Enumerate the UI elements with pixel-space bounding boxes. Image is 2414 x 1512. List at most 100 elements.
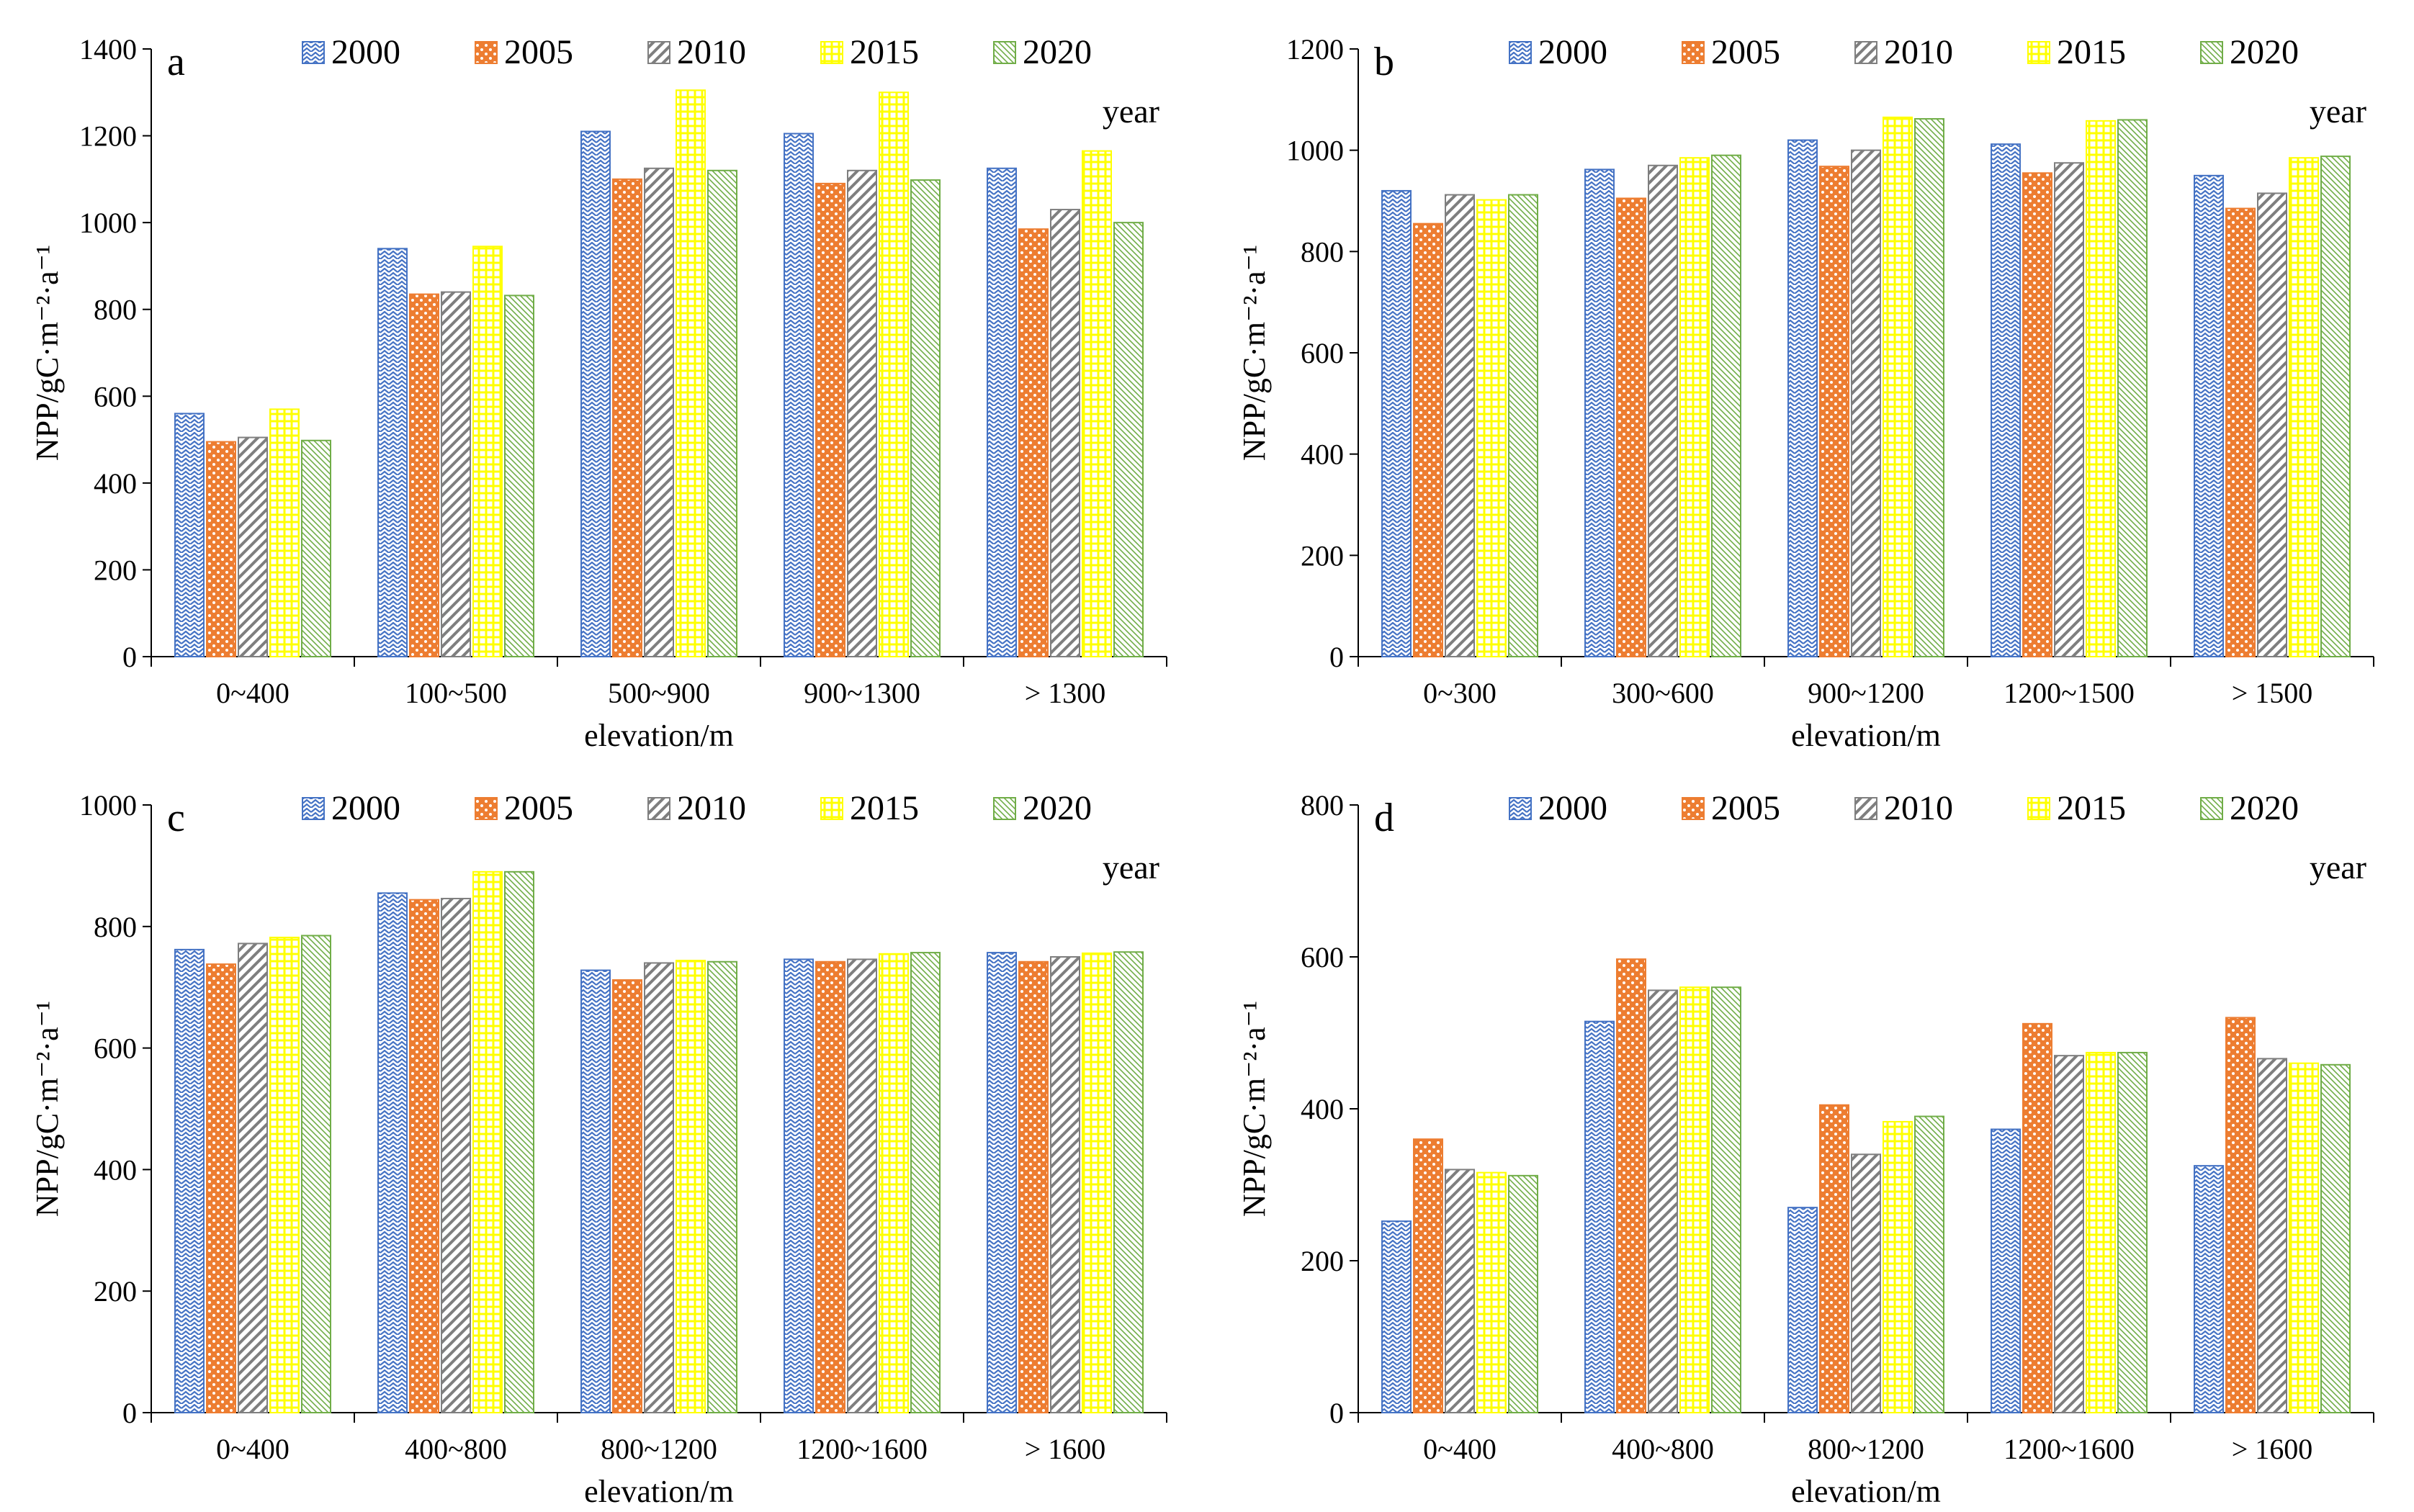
y-tick-label: 600 [94, 1032, 137, 1065]
bar-2015-2 [472, 870, 503, 1413]
y-tick-label: 1000 [1286, 135, 1344, 167]
bar-2015-3 [676, 89, 706, 658]
x-axis-label: elevation/m [1791, 1474, 1941, 1509]
bar-2010-5 [2257, 1058, 2287, 1413]
y-tick-label: 800 [1301, 789, 1344, 822]
bar-2000-3 [1787, 139, 1818, 658]
bar-2015-5 [1082, 952, 1112, 1414]
bar-2020-4 [910, 952, 941, 1414]
x-tick-label: 1200~1600 [2004, 1433, 2135, 1465]
legend-swatch-2005 [475, 41, 498, 64]
bar-2010-3 [1851, 149, 1881, 657]
bar-2010-3 [644, 167, 674, 658]
bar-2005-4 [815, 182, 845, 657]
x-tick-label: 800~1200 [601, 1433, 717, 1465]
x-tick-label: 0~400 [216, 677, 290, 709]
y-tick-label: 200 [94, 1275, 137, 1308]
legend-swatch-2020 [993, 41, 1016, 64]
bar-2020-3 [1914, 118, 1944, 657]
legend-label-2000: 2000 [1538, 33, 1607, 71]
bar-2010-4 [2054, 1055, 2084, 1413]
bar-2020-2 [1711, 154, 1741, 657]
y-tick-label: 200 [94, 554, 137, 586]
y-axis-label: NPP/gC·m⁻²·a⁻¹ [30, 1001, 65, 1217]
x-tick-label: 0~400 [1423, 1433, 1497, 1465]
bar-2010-2 [441, 897, 471, 1413]
legend-label-2015: 2015 [850, 33, 919, 71]
y-axis-label: NPP/gC·m⁻²·a⁻¹ [1237, 1001, 1272, 1217]
chart-svg-d: 0 200 400 600 800 NPP/gC·m⁻²·a⁻¹ 0~400 400~800 8… [1237, 789, 2374, 1509]
bar-2020-5 [2320, 1063, 2351, 1413]
bar-2020-2 [504, 294, 534, 657]
bar-2000-3 [1787, 1207, 1818, 1414]
bar-2010-3 [1851, 1153, 1881, 1413]
bar-2000-2 [377, 248, 408, 658]
bar-2005-2 [1616, 958, 1646, 1414]
y-tick-label: 400 [1301, 1093, 1344, 1125]
bar-2010-1 [238, 942, 268, 1413]
chart-svg-a: 0 200 400 600 800 1000 1200 1400 NPP/gC·m⁻²·a⁻¹ 0… [30, 33, 1167, 753]
bar-2005-3 [1819, 1104, 1849, 1413]
bar-2015-1 [1476, 1171, 1507, 1413]
bar-2000-3 [580, 969, 611, 1413]
y-tick-label: 800 [1301, 235, 1344, 268]
chart-svg-b: 0 200 400 600 800 1000 1200 NPP/gC·m⁻²·a⁻¹ 0~300… [1237, 33, 2374, 753]
bar-2000-1 [1381, 189, 1412, 657]
bar-2020-5 [1113, 951, 1144, 1413]
chart-panel-b: 0 200 400 600 800 1000 1200 NPP/gC·m⁻²·a⁻¹ 0~300… [1207, 0, 2414, 756]
legend-label-2015: 2015 [850, 789, 919, 827]
bar-2005-5 [2225, 1017, 2256, 1413]
legend-swatch-2015 [2027, 797, 2050, 820]
bar-2010-5 [1050, 209, 1080, 657]
bar-2020-2 [1711, 986, 1741, 1413]
bar-2015-3 [1883, 1120, 1913, 1413]
legend-label-2005: 2005 [504, 789, 573, 827]
legend-label-2020: 2020 [1023, 789, 1092, 827]
legend-label-2010: 2010 [1884, 789, 1953, 827]
bar-2010-4 [847, 169, 877, 658]
bar-2020-5 [1113, 222, 1144, 657]
x-axis-label: elevation/m [584, 718, 734, 753]
bar-2020-1 [1508, 1174, 1538, 1414]
legend-unit-label: year [1103, 93, 1159, 130]
bar-2015-1 [269, 936, 300, 1413]
chart-panel-a: 0 200 400 600 800 1000 1200 1400 NPP/gC·m⁻²·a⁻¹ 0… [0, 0, 1207, 756]
bar-2020-1 [1508, 194, 1538, 657]
legend-label-2010: 2010 [677, 33, 746, 71]
x-tick-label: > 1500 [2232, 677, 2313, 709]
bar-2005-5 [2225, 207, 2256, 657]
bar-2015-2 [1679, 986, 1710, 1413]
bar-2010-1 [238, 436, 268, 657]
x-tick-label: 900~1300 [804, 677, 920, 709]
bar-2000-2 [1584, 168, 1615, 658]
bar-2005-5 [1018, 228, 1049, 657]
bar-2010-1 [1445, 1169, 1475, 1414]
legend-label-2020: 2020 [1023, 33, 1092, 71]
bar-2000-2 [1584, 1020, 1615, 1413]
x-tick-label: 500~900 [608, 677, 710, 709]
y-tick-label: 800 [94, 294, 137, 326]
legend-label-2005: 2005 [504, 33, 573, 71]
bar-2020-4 [910, 179, 941, 657]
bar-2020-3 [707, 169, 737, 658]
bar-2010-2 [441, 291, 471, 657]
x-tick-label: > 1600 [1025, 1433, 1106, 1465]
y-tick-label: 400 [94, 467, 137, 500]
legend-swatch-2000 [1509, 41, 1532, 64]
x-tick-label: 0~400 [216, 1433, 290, 1465]
bar-2005-4 [815, 960, 845, 1413]
y-tick-label: 400 [94, 1153, 137, 1186]
bar-2020-4 [2117, 1051, 2148, 1413]
bar-2000-1 [174, 948, 205, 1413]
x-axis-label: elevation/m [584, 1474, 734, 1509]
bar-2005-1 [206, 441, 236, 657]
x-tick-label: 1200~1600 [797, 1433, 928, 1465]
legend-unit-label: year [2310, 849, 2366, 886]
bar-2015-2 [1679, 157, 1710, 657]
chart-svg-c: 0 200 400 600 800 1000 NPP/gC·m⁻²·a⁻¹ 0~400 400~… [30, 789, 1167, 1509]
legend-unit-label: year [2310, 93, 2366, 130]
x-tick-label: 400~800 [1612, 1433, 1714, 1465]
legend-label-2020: 2020 [2230, 789, 2299, 827]
bar-2015-3 [676, 960, 706, 1413]
x-tick-label: 800~1200 [1808, 1433, 1924, 1465]
